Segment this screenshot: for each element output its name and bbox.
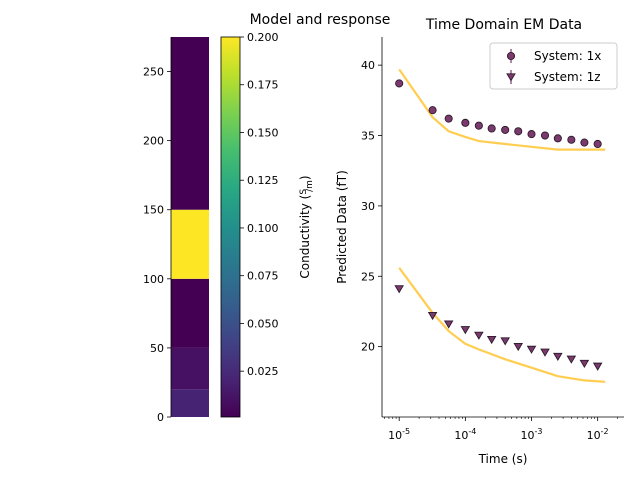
data-point [395, 79, 404, 88]
model-layer [171, 347, 209, 390]
data-xtick-label: 10-5 [388, 427, 410, 442]
data-point [427, 312, 438, 321]
data-panel-title: Time Domain EM Data [425, 17, 582, 33]
data-point [487, 124, 496, 133]
data-point [443, 320, 454, 329]
data-ytick-label: 35 [361, 130, 375, 143]
data-point [394, 285, 404, 294]
legend-label: System: 1z [534, 70, 601, 84]
data-ytick-label: 25 [361, 270, 375, 283]
data-point [514, 127, 523, 136]
data-point [527, 130, 536, 139]
legend-label: System: 1x [534, 49, 601, 63]
legend-marker [506, 73, 516, 82]
model-layer [171, 278, 209, 348]
data-point [461, 118, 470, 127]
colorbar-tick-label: 0.175 [247, 79, 279, 92]
figure-suptitle: Model and response [250, 12, 391, 28]
data-ylabel: Predicted Data (fT) [335, 170, 349, 284]
colorbar-tick-label: 0.075 [247, 270, 279, 283]
model-ytick-label: 100 [143, 273, 164, 286]
data-point [444, 114, 453, 123]
data-point [567, 135, 576, 144]
data-ytick-label: 30 [361, 200, 375, 213]
colorbar-tick-label: 0.125 [247, 174, 279, 187]
data-ytick-label: 20 [361, 341, 375, 354]
colorbar-gradient [221, 37, 240, 417]
data-point [540, 348, 550, 357]
data-point [501, 125, 510, 134]
data-point [553, 352, 563, 361]
colorbar-label: Conductivity (S/m) [298, 175, 315, 278]
model-ytick-label: 250 [143, 66, 164, 79]
model-ytick-label: 200 [143, 135, 164, 148]
legend-frame [489, 42, 618, 90]
model-layer [171, 209, 209, 279]
data-xtick-label: 10-3 [521, 427, 543, 442]
model-layer [171, 37, 209, 210]
data-point [474, 121, 483, 130]
data-point [500, 337, 510, 346]
model-panel: 0 50 100 150 200 250 [143, 37, 209, 424]
predicted-curve [398, 267, 606, 383]
colorbar-tick-label: 0.200 [247, 31, 279, 44]
data-point [593, 139, 602, 149]
colorbar-tick-label: 0.150 [247, 126, 279, 139]
colorbar-tick-label: 0.100 [247, 222, 279, 235]
data-point [513, 342, 524, 352]
colorbar-tick-label: 0.025 [247, 365, 279, 378]
colorbar: 0.025 0.050 0.075 0.100 0.125 0.150 0.175 0.200… [220, 31, 315, 418]
predicted-curve [398, 68, 606, 151]
model-ytick-label: 0 [157, 411, 164, 424]
data-xlabel: Time (s) [478, 452, 528, 466]
model-ytick-label: 150 [143, 204, 164, 217]
data-point [592, 362, 603, 371]
data-point [428, 106, 437, 115]
data-point [460, 326, 471, 335]
model-ytick-label: 50 [150, 342, 164, 355]
data-point [580, 138, 589, 147]
data-point [474, 331, 484, 340]
model-layer [171, 389, 209, 417]
colorbar-frame [220, 36, 241, 418]
data-point [553, 134, 562, 143]
data-point [526, 345, 537, 354]
data-point [540, 131, 550, 140]
data-xtick-label: 10-4 [454, 427, 476, 442]
data-point [566, 355, 577, 364]
colorbar-tick-label: 0.050 [247, 317, 279, 330]
data-panel: Time Domain EM Data 20 25 30 35 40 10-5 10-4 10… [335, 17, 624, 466]
data-xtick-label: 10-2 [587, 427, 609, 442]
data-ytick-label: 40 [361, 59, 375, 72]
data-point [486, 335, 497, 345]
data-point [579, 359, 590, 369]
legend: System: 1x System: 1z [489, 42, 618, 90]
legend-marker [506, 51, 516, 61]
